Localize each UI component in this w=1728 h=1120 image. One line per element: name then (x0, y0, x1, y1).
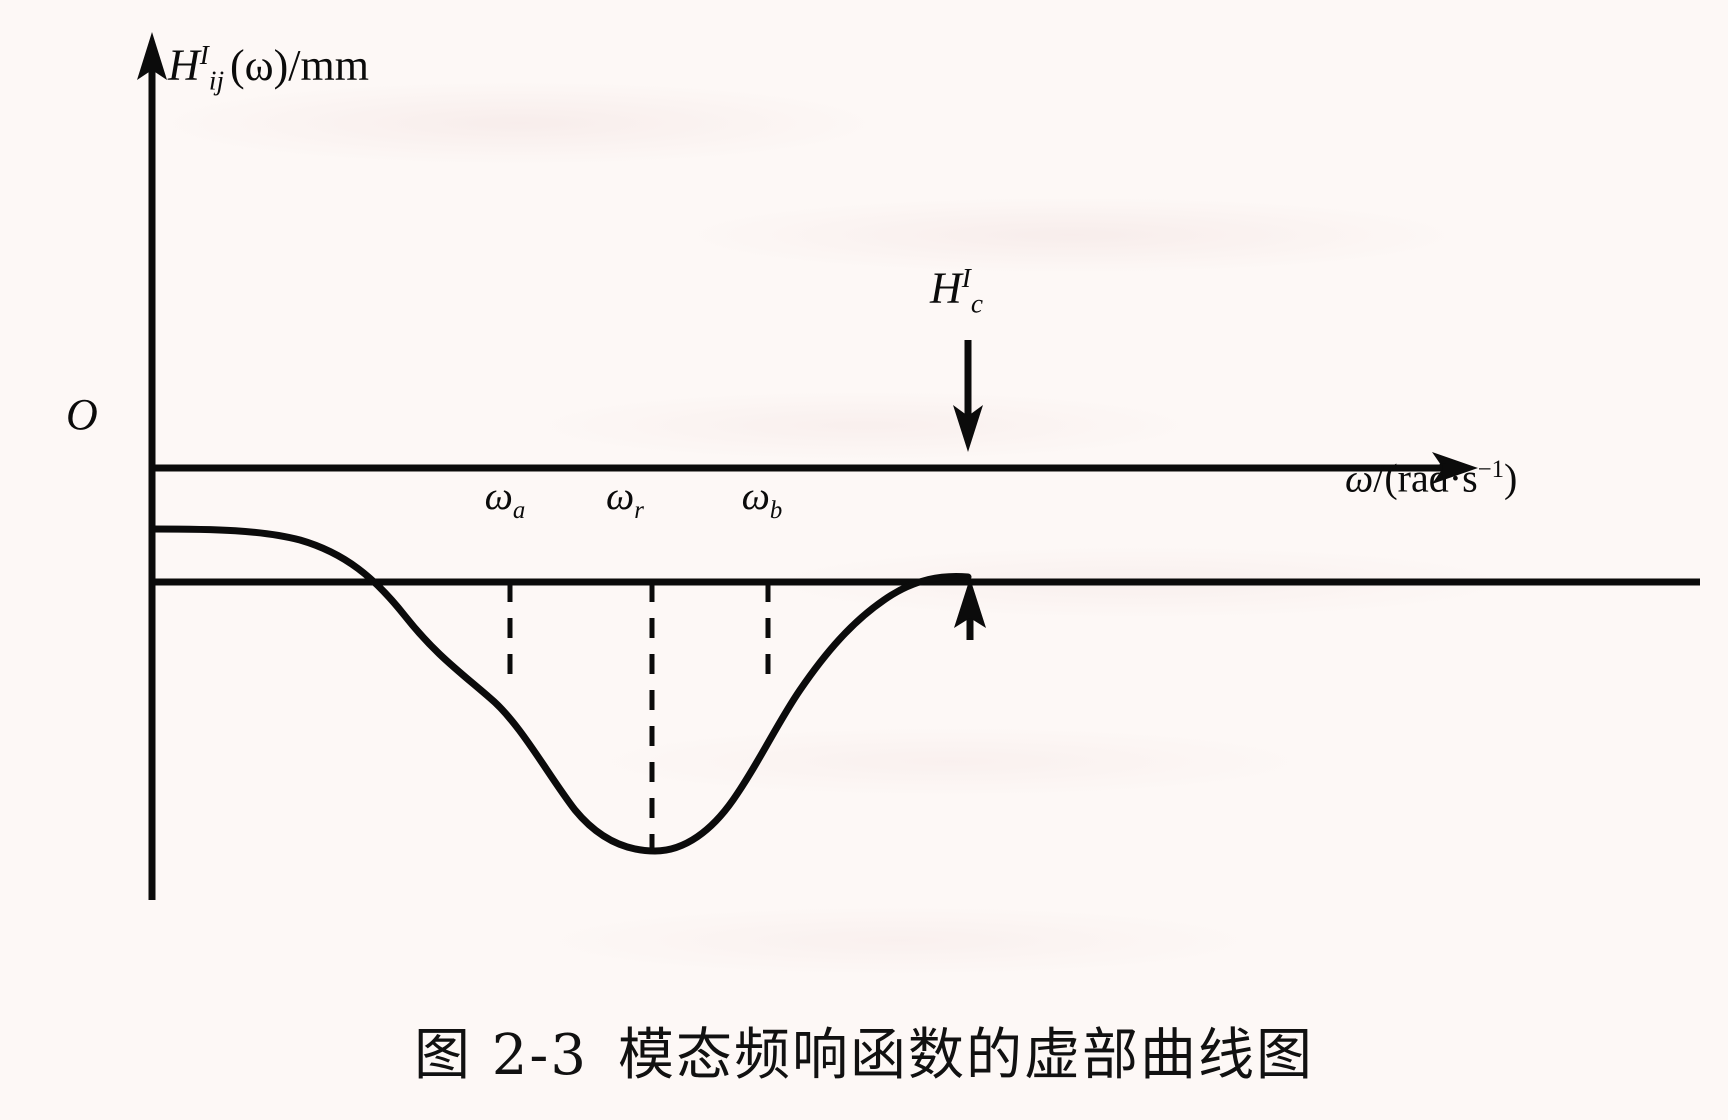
omega-b-subscript: b (769, 497, 783, 524)
y-axis-superscript: I (199, 40, 209, 70)
hc-symbol: H (930, 263, 962, 313)
omega-a-subscript: a (512, 497, 526, 524)
omega-r-symbol: ω (606, 473, 635, 518)
x-axis (152, 452, 1478, 484)
figure-caption-text: 模态频响函数的虚部曲线图 (617, 1023, 1314, 1088)
frf-imaginary-curve (148, 525, 972, 855)
hc-down-arrow (953, 340, 983, 452)
curve-up-arrow (954, 578, 986, 640)
omega-a-symbol: ω (484, 473, 513, 518)
y-axis-subscript: ij (208, 65, 225, 96)
figure-caption-number: 图 2-3 (414, 1023, 588, 1088)
omega-r-subscript: r (634, 497, 644, 524)
x-axis-units: /(rad·s (1373, 455, 1478, 501)
omega-r-tick-label: ωr (606, 472, 644, 525)
x-axis-symbol: ω (1345, 455, 1374, 501)
omega-b-symbol: ω (741, 473, 770, 518)
hc-superscript: I (961, 263, 971, 293)
y-axis-suffix: (ω)/mm (230, 40, 369, 90)
y-axis-symbol: H (168, 40, 200, 90)
omega-b-tick-label: ωb (742, 472, 783, 525)
y-axis (137, 32, 167, 900)
y-axis-label: HIij (ω)/mm (168, 40, 369, 96)
origin-label: O (66, 390, 98, 439)
x-axis-label: ω/(rad·s−1) (1345, 455, 1518, 501)
hc-subscript: c (970, 288, 983, 319)
x-axis-close-paren: ) (1504, 455, 1518, 501)
omega-a-tick-label: ωa (485, 472, 526, 525)
figure-caption: 图 2-3 模态频响函数的虚部曲线图 (0, 1010, 1728, 1091)
x-axis-exponent: −1 (1477, 456, 1505, 483)
hc-annotation-label: HIc (930, 263, 983, 319)
